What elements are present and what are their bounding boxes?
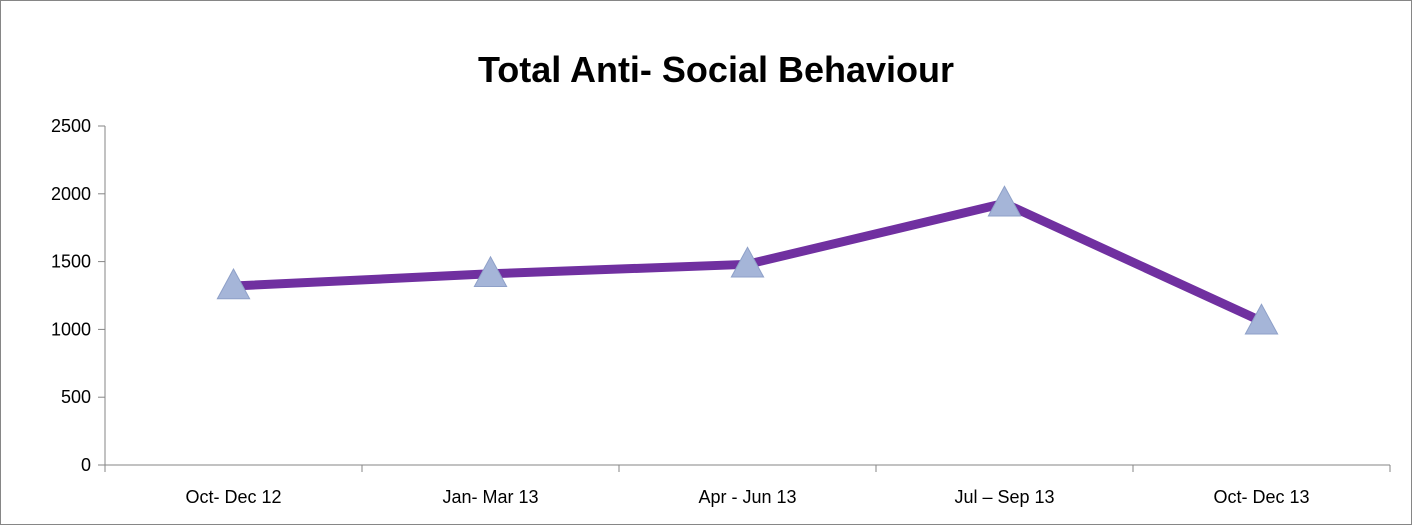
y-tick-label: 2500 (51, 116, 91, 136)
y-tick-label: 500 (61, 387, 91, 407)
chart-title: Total Anti- Social Behaviour (478, 49, 954, 90)
y-tick-label: 2000 (51, 184, 91, 204)
data-point-marker (730, 246, 765, 278)
data-point-marker (1244, 303, 1279, 335)
series-layer (216, 185, 1279, 335)
data-point-marker (216, 267, 251, 300)
x-tick-label: Apr - Jun 13 (698, 487, 796, 507)
data-point-marker (473, 255, 508, 288)
x-tick-label: Jul – Sep 13 (954, 487, 1054, 507)
x-tick-label: Jan- Mar 13 (442, 487, 538, 507)
y-tick-label: 1000 (51, 319, 91, 339)
y-tick-label: 0 (81, 455, 91, 475)
x-tick-label: Oct- Dec 12 (185, 487, 281, 507)
y-tick-label: 1500 (51, 252, 91, 272)
data-point-marker (987, 185, 1022, 217)
axes: 0 500 1000 1500 2000 2500 Oct- Dec 12 Jan- Mar … (51, 116, 1391, 507)
x-tick-label: Oct- Dec 13 (1213, 487, 1309, 507)
